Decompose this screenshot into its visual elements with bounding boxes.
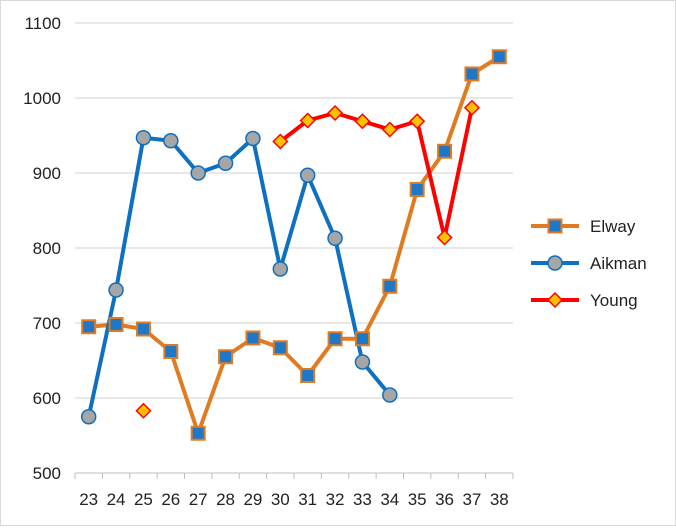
legend-swatch-marker [547,255,563,271]
elway-point [300,368,316,383]
y-tick-label: 1000 [23,89,61,108]
elway-line [88,55,501,436]
aikman-point [245,130,261,147]
young-point [272,133,289,150]
elway-point [218,349,234,365]
elway-point [272,340,288,356]
aikman-point [382,387,398,403]
x-tick-label: 32 [326,490,345,509]
elway-point [327,331,343,347]
legend-swatch-marker [546,291,564,309]
elway-point [81,319,97,335]
young-point [354,113,371,130]
x-tick-label: 23 [79,490,98,509]
x-tick-label: 30 [271,490,290,509]
x-tick-label: 26 [161,490,180,509]
legend-label: Young [590,291,638,310]
young-point [299,112,316,129]
aikman-point [272,261,289,277]
legend-label: Elway [590,217,636,236]
x-axis [74,472,514,479]
aikman-point [299,167,316,183]
y-axis-ticks: 500 600 700 800 900 1000 1100 [23,14,61,483]
elway-point [245,330,261,346]
y-tick-label: 600 [33,389,61,408]
elway-point [437,143,453,159]
x-tick-label: 35 [408,490,427,509]
elway-point [464,66,480,82]
x-tick-label: 34 [380,490,399,509]
aikman-point [217,155,234,171]
elway-point [491,49,507,65]
y-tick-label: 700 [33,314,61,333]
x-axis-ticks: 23 24 25 26 27 28 29 30 31 32 33 34 35 36 37 38 [79,490,509,509]
elway-point [409,182,425,197]
legend-item-young: Young [531,291,638,310]
x-tick-label: 24 [107,490,126,509]
elway-point [354,331,370,347]
x-tick-label: 33 [353,490,372,509]
young-point [381,121,398,138]
x-tick-label: 28 [216,490,235,509]
elway-point [135,321,151,337]
y-tick-label: 900 [33,164,61,183]
aikman-point [163,133,179,149]
young-point [409,113,426,130]
aikman-point [354,354,371,370]
x-tick-label: 27 [189,490,208,509]
young-point [463,99,480,116]
legend-label: Aikman [590,254,647,273]
x-tick-label: 31 [298,490,317,509]
x-tick-label: 25 [134,490,153,509]
elway-point [163,344,179,359]
y-tick-label: 800 [33,239,61,258]
y-tick-label: 500 [33,464,61,483]
young-point [135,402,152,419]
legend: Elway Aikman Young [531,217,647,310]
x-tick-label: 36 [435,490,454,509]
aikman-point [135,130,152,146]
y-tick-label: 1100 [24,14,61,33]
elway-point [382,278,398,294]
aikman-point [108,282,124,298]
elway-point [190,425,206,441]
x-tick-label: 38 [490,490,509,509]
x-tick-label: 29 [243,490,262,509]
elway-point [108,317,124,332]
legend-item-aikman: Aikman [531,254,647,273]
grid-lines [75,22,513,399]
young-point [436,229,453,246]
aikman-point [190,165,206,181]
legend-swatch-marker [547,218,563,234]
series-markers [80,49,507,441]
aikman-point [327,230,343,246]
x-tick-label: 37 [462,490,481,509]
young-point [327,104,344,122]
legend-item-elway: Elway [531,217,636,236]
aikman-line [86,135,392,418]
series-lines [86,55,501,436]
aikman-point [80,409,97,425]
